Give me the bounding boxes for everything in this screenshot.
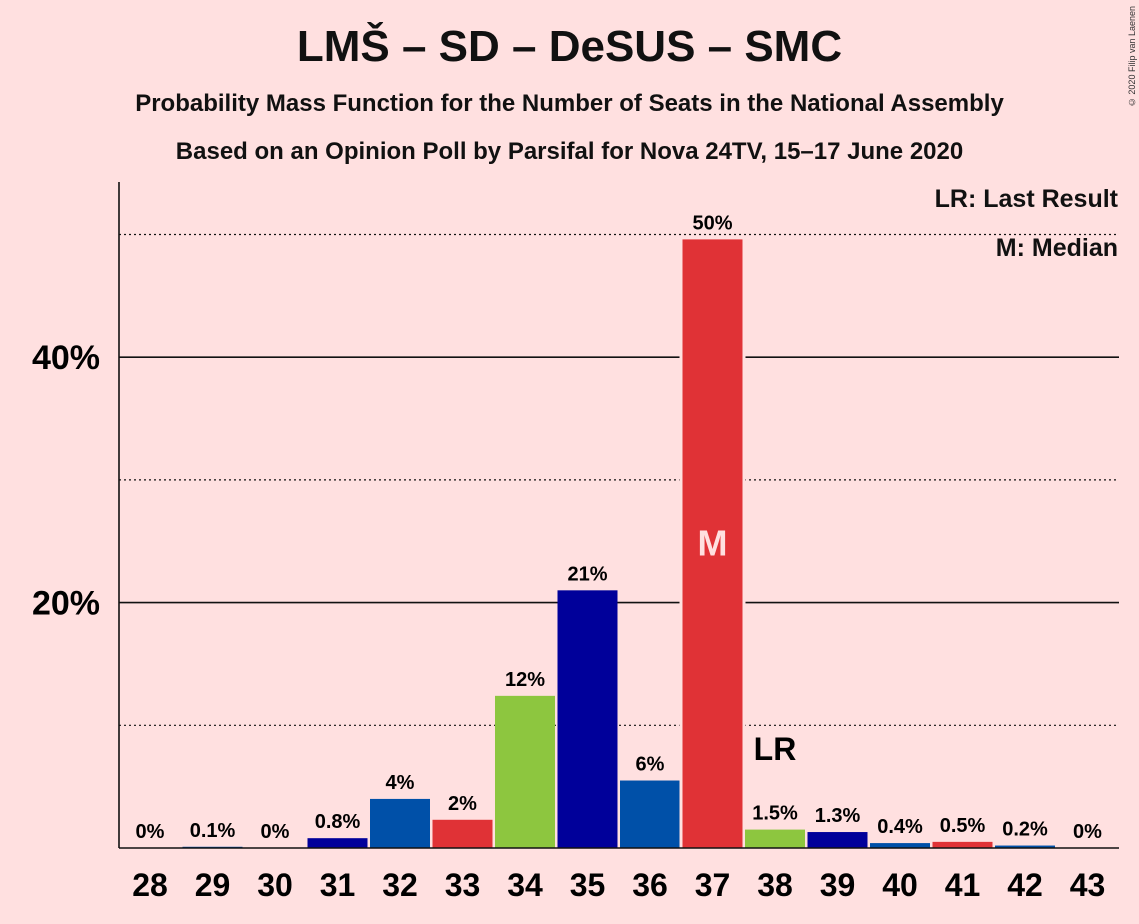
x-tick-label: 39 bbox=[820, 867, 856, 903]
x-tick-label: 40 bbox=[882, 867, 918, 903]
data-label: 1.5% bbox=[752, 803, 798, 825]
x-tick-label: 31 bbox=[320, 867, 356, 903]
median-marker: M bbox=[698, 523, 728, 564]
data-label: 0.2% bbox=[1002, 819, 1048, 841]
x-tick-label: 38 bbox=[757, 867, 793, 903]
chart-title: LMŠ – SD – DeSUS – SMC bbox=[296, 22, 843, 71]
x-tick-label: 30 bbox=[257, 867, 293, 903]
data-label: 6% bbox=[636, 754, 665, 776]
x-tick-label: 43 bbox=[1070, 867, 1106, 903]
x-tick-label: 35 bbox=[570, 867, 606, 903]
y-tick-label: 40% bbox=[32, 339, 100, 377]
last-result-marker: LR bbox=[754, 731, 797, 767]
bar-32 bbox=[370, 798, 430, 848]
legend-last-result: LR: Last Result bbox=[934, 185, 1118, 213]
x-tick-label: 33 bbox=[445, 867, 481, 903]
x-tick-label: 32 bbox=[382, 867, 418, 903]
x-tick-label: 42 bbox=[1007, 867, 1043, 903]
x-tick-label: 41 bbox=[945, 867, 981, 903]
bar-39 bbox=[807, 832, 868, 848]
bar-41 bbox=[932, 841, 993, 848]
data-label: 2% bbox=[448, 793, 477, 815]
y-tick-label: 20% bbox=[32, 585, 100, 623]
data-label: 21% bbox=[567, 563, 607, 585]
bar-36 bbox=[620, 780, 680, 848]
legend-median: M: Median bbox=[995, 234, 1118, 262]
bar-42 bbox=[995, 845, 1055, 848]
data-label: 0% bbox=[1073, 821, 1102, 843]
bar-31 bbox=[307, 838, 368, 848]
x-tick-label: 37 bbox=[695, 867, 731, 903]
bar-34 bbox=[495, 695, 555, 848]
x-tick-label: 36 bbox=[632, 867, 668, 903]
chart-source-note: Based on an Opinion Poll by Parsifal for… bbox=[175, 138, 964, 165]
data-label: 0% bbox=[136, 821, 165, 843]
bar-35 bbox=[557, 590, 618, 848]
chart-subtitle: Probability Mass Function for the Number… bbox=[135, 90, 1004, 117]
bar-33 bbox=[432, 819, 493, 848]
data-label: 0.4% bbox=[877, 816, 923, 838]
data-label: 0.8% bbox=[315, 811, 361, 833]
x-tick-label: 28 bbox=[132, 867, 168, 903]
data-label: 0.5% bbox=[940, 815, 986, 837]
x-tick-label: 34 bbox=[507, 867, 543, 903]
data-label: 0% bbox=[261, 821, 290, 843]
data-label: 12% bbox=[505, 669, 545, 691]
data-label: 0.1% bbox=[190, 820, 236, 842]
x-tick-label: 29 bbox=[195, 867, 231, 903]
data-label: 4% bbox=[386, 772, 415, 794]
data-label: 50% bbox=[692, 212, 732, 234]
bar-38 bbox=[745, 829, 805, 848]
data-label: 1.3% bbox=[815, 805, 861, 827]
bar-40 bbox=[870, 843, 930, 848]
bar-37 bbox=[682, 239, 743, 848]
